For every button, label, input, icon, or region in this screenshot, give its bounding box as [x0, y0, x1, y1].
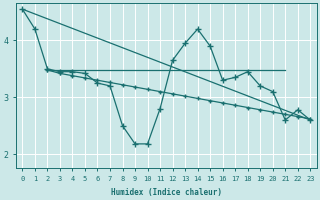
X-axis label: Humidex (Indice chaleur): Humidex (Indice chaleur)	[111, 188, 222, 197]
